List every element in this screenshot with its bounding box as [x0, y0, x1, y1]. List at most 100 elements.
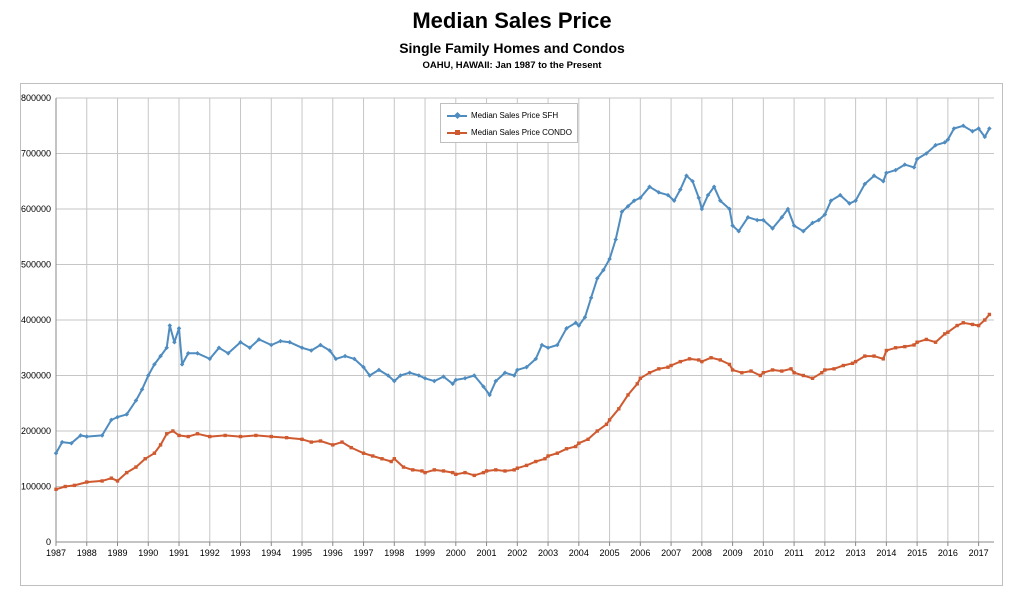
data-point-condo [451, 470, 455, 475]
data-point-sfh [545, 345, 551, 351]
data-point-sfh [392, 378, 397, 384]
data-point-condo [617, 407, 621, 411]
data-point-condo [269, 434, 273, 439]
data-point-sfh [195, 351, 200, 356]
data-point-condo [987, 312, 992, 317]
data-point-condo [749, 369, 753, 373]
data-point-condo [300, 437, 304, 442]
data-point-sfh [613, 237, 618, 242]
data-point-condo [915, 340, 919, 344]
data-point-sfh [481, 384, 486, 389]
data-point-sfh [573, 320, 579, 326]
data-point-sfh [139, 387, 145, 392]
data-point-condo [638, 376, 643, 380]
data-point-condo [604, 422, 609, 427]
x-tick-label: 2010 [753, 548, 773, 558]
data-point-sfh [407, 370, 412, 375]
x-tick-label: 1991 [169, 548, 189, 558]
x-tick-label: 1997 [354, 548, 374, 558]
y-tick-label: 800000 [21, 93, 51, 103]
data-point-condo [109, 476, 114, 480]
data-point-condo [761, 371, 766, 375]
data-point-condo [820, 371, 824, 375]
data-point-condo [863, 354, 867, 358]
data-point-condo [657, 367, 661, 371]
chart-subtitle: Single Family Homes and Condos [399, 40, 625, 56]
data-point-condo [943, 332, 947, 336]
data-point-condo [411, 468, 415, 472]
x-tick-label: 1999 [415, 548, 435, 558]
x-tick-label: 2007 [661, 548, 681, 558]
data-point-sfh [318, 342, 323, 348]
data-point-condo [349, 445, 353, 450]
data-point-condo [534, 459, 538, 464]
data-point-condo [423, 470, 427, 475]
data-point-sfh [493, 378, 499, 384]
data-point-sfh [432, 378, 437, 384]
data-point-condo [574, 444, 578, 449]
data-point-condo [770, 368, 775, 372]
data-point-condo [946, 330, 950, 334]
data-point-condo [177, 433, 181, 438]
data-point-sfh [269, 342, 274, 348]
data-point-sfh [511, 373, 517, 378]
x-tick-label: 1987 [46, 548, 66, 558]
data-point-condo [789, 367, 793, 371]
data-point-condo [955, 323, 959, 328]
x-tick-label: 1996 [323, 548, 343, 558]
data-point-condo [484, 469, 489, 473]
y-tick-label: 500000 [21, 260, 51, 270]
data-point-condo [125, 470, 129, 475]
y-tick-label: 100000 [21, 482, 51, 492]
data-point-sfh [352, 356, 357, 362]
data-point-sfh [333, 356, 339, 362]
data-point-sfh [385, 373, 391, 378]
data-point-condo [63, 484, 67, 489]
data-point-condo [100, 479, 104, 483]
data-point-sfh [502, 370, 508, 375]
series-line-sfh [55, 124, 991, 454]
data-point-condo [515, 466, 520, 470]
data-point-condo [780, 369, 784, 373]
data-point-condo [933, 340, 938, 344]
data-point-condo [687, 357, 692, 361]
data-point-sfh [595, 276, 600, 281]
data-point-sfh [515, 367, 520, 373]
data-point-condo [872, 354, 876, 358]
data-point-sfh [588, 295, 594, 301]
data-point-condo [709, 356, 713, 360]
data-point-condo [85, 480, 89, 484]
data-point-sfh [576, 323, 582, 328]
x-tick-label: 2002 [507, 548, 527, 558]
data-point-condo [143, 457, 147, 461]
data-point-sfh [69, 440, 74, 446]
data-point-condo [718, 358, 722, 362]
x-tick-label: 1993 [231, 548, 251, 558]
data-point-condo [238, 434, 243, 439]
data-point-condo [884, 348, 889, 353]
data-point-sfh [152, 362, 157, 367]
chart-frame [20, 83, 1003, 586]
data-point-condo [564, 447, 569, 451]
legend-swatch-condo [447, 129, 467, 137]
data-point-condo [912, 343, 916, 347]
x-tick-label: 2006 [630, 548, 650, 558]
data-point-sfh [256, 337, 262, 342]
data-point-sfh [441, 374, 446, 379]
legend-label-sfh: Median Sales Price SFH [471, 111, 559, 120]
data-point-condo [54, 487, 58, 491]
data-point-condo [577, 441, 581, 445]
x-tick-label: 2015 [907, 548, 927, 558]
x-tick-label: 2016 [938, 548, 958, 558]
data-point-condo [976, 323, 981, 328]
data-point-condo [853, 359, 858, 364]
chart-subsubtitle: OAHU, HAWAII: Jan 1987 to the Present [422, 60, 602, 71]
data-point-condo [841, 363, 846, 368]
x-tick-label: 2013 [846, 548, 866, 558]
data-point-sfh [539, 342, 545, 348]
data-point-sfh [471, 373, 477, 378]
data-point-condo [924, 337, 929, 342]
data-point-condo [331, 443, 335, 447]
data-point-sfh [398, 373, 403, 378]
